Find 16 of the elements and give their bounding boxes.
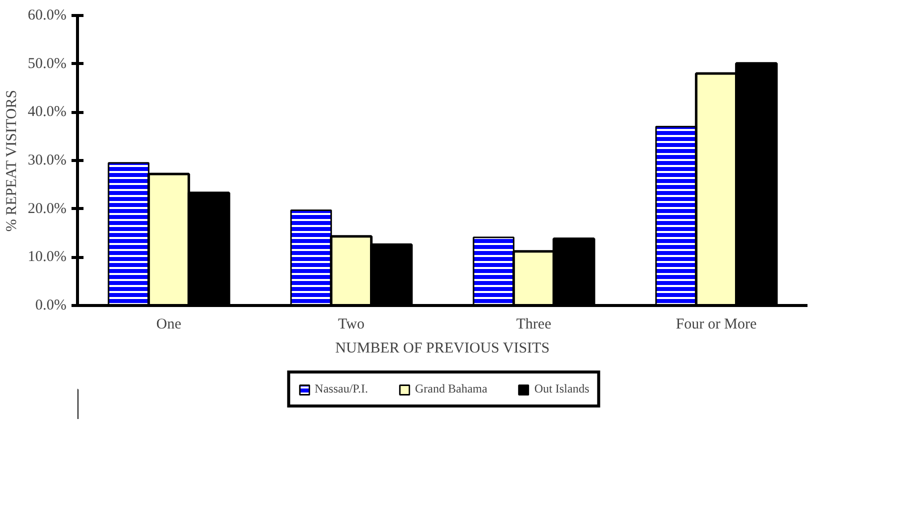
- y-tick-label: 50.0%: [28, 56, 67, 72]
- x-tick-label: Three: [516, 316, 552, 332]
- legend-label: Out Islands: [534, 382, 590, 396]
- y-tick-label: 30.0%: [28, 152, 67, 168]
- y-tick-label: 0.0%: [35, 298, 67, 314]
- y-tick-label: 10.0%: [28, 249, 67, 266]
- x-axis-title: NUMBER OF PREVIOUS VISITS: [335, 340, 550, 356]
- legend-label: Grand Bahama: [415, 382, 488, 396]
- y-tick-label: 60.0%: [28, 8, 67, 24]
- x-tick-label: One: [156, 316, 182, 332]
- y-tick-label: 40.0%: [28, 104, 67, 120]
- x-tick-label: Two: [338, 316, 364, 332]
- x-tick-label: Four or More: [676, 316, 758, 332]
- legend-label: Nassau/P.I.: [314, 382, 368, 396]
- y-axis-title: % REPEAT VISITORS: [4, 90, 20, 232]
- y-tick-label: 20.0%: [28, 200, 67, 217]
